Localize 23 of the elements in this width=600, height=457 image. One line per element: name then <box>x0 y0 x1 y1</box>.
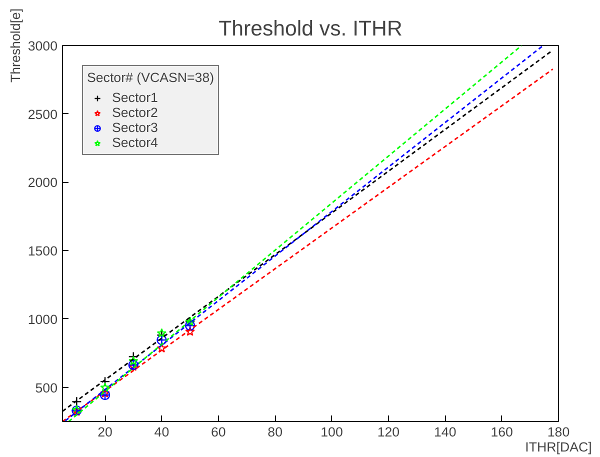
x-tick-label: 180 <box>547 424 570 440</box>
y-tick-label: 500 <box>35 380 58 396</box>
y-tick-label: 2500 <box>28 106 58 122</box>
x-tick-label: 140 <box>434 424 456 440</box>
x-tick-label: 60 <box>210 424 226 440</box>
legend-label: Sector1 <box>112 90 158 105</box>
x-tick-label: 100 <box>320 424 343 440</box>
x-tick-label: 120 <box>377 424 400 440</box>
chart-title: Threshold vs. ITHR <box>218 16 402 40</box>
legend-label: Sector4 <box>112 135 158 150</box>
y-axis-title: Threshold[e] <box>8 8 23 83</box>
y-tick-label: 1000 <box>28 312 58 327</box>
legend-label: Sector3 <box>112 120 158 135</box>
y-tick-label: 2000 <box>28 175 58 190</box>
x-axis-title: ITHR[DAC] <box>525 440 592 454</box>
legend-label: Sector2 <box>112 105 158 120</box>
x-tick-label: 160 <box>490 424 513 440</box>
legend-title: Sector# (VCASN=38) <box>87 70 214 85</box>
y-tick-label: 3000 <box>28 38 58 54</box>
x-tick-label: 40 <box>154 424 170 440</box>
y-tick-label: 1500 <box>28 244 58 259</box>
x-tick-label: 20 <box>98 424 112 440</box>
x-tick-label: 80 <box>268 424 282 440</box>
